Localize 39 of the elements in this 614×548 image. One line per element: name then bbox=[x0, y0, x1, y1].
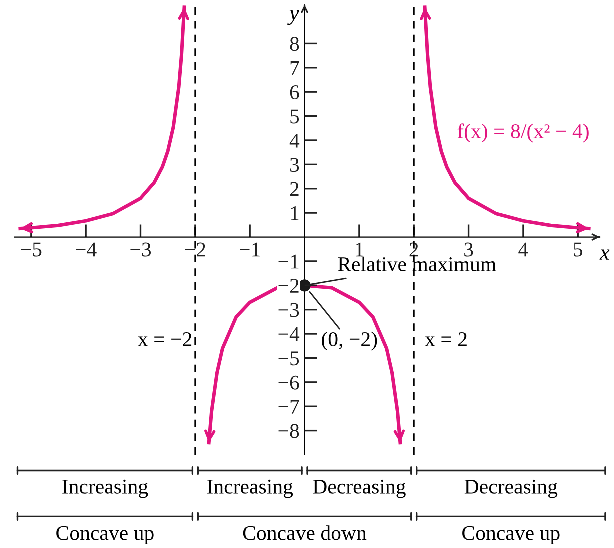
text: Concave up bbox=[56, 526, 154, 545]
y-tick-label: −3 bbox=[278, 303, 300, 318]
y-tick-label: 3 bbox=[290, 158, 300, 172]
y-tick-label: −2 bbox=[278, 279, 299, 293]
x-tick-label: −1 bbox=[240, 242, 260, 257]
y-tick-label: 8 bbox=[290, 37, 300, 52]
text: Concave down bbox=[243, 526, 367, 540]
y-tick-label: 2 bbox=[290, 182, 299, 196]
annotation: (0, −2) bbox=[322, 332, 378, 351]
x-tick-label: 4 bbox=[518, 242, 528, 257]
y-tick-label: −6 bbox=[278, 376, 300, 390]
text: Increasing bbox=[62, 480, 148, 498]
ref-line-label: x = 2 bbox=[425, 332, 467, 346]
annotation: f(x) = 8/(x² − 4) bbox=[458, 124, 589, 143]
y-tick-label: 5 bbox=[290, 110, 300, 124]
x-axis-title: x bbox=[600, 250, 610, 260]
y-tick-label: 4 bbox=[290, 134, 300, 148]
x-tick-label: −4 bbox=[76, 242, 97, 257]
y-tick-label: −8 bbox=[278, 424, 300, 438]
text: Decreasing bbox=[313, 480, 406, 498]
y-tick-label: −5 bbox=[278, 352, 300, 366]
annotation: Relative maximum bbox=[338, 256, 496, 272]
y-tick-label: 6 bbox=[290, 86, 300, 100]
x-tick-label: −2 bbox=[185, 242, 206, 257]
x-tick-label: −5 bbox=[21, 242, 42, 257]
x-tick-label: 1 bbox=[356, 242, 364, 257]
x-tick-label: −3 bbox=[130, 242, 152, 257]
text: Increasing bbox=[207, 480, 294, 498]
y-tick-label: −1 bbox=[278, 254, 299, 269]
y-tick-label: −4 bbox=[278, 328, 300, 342]
y-tick-label: −7 bbox=[278, 400, 300, 414]
y-axis-title: y bbox=[288, 10, 300, 26]
y-tick-label: 1 bbox=[291, 206, 299, 220]
x-tick-label: 3 bbox=[464, 242, 474, 257]
y-tick-label: 7 bbox=[290, 61, 300, 76]
text: Concave up bbox=[462, 526, 560, 545]
text: Decreasing bbox=[464, 480, 558, 498]
x-tick-label: 5 bbox=[574, 242, 583, 257]
ref-line-label: x = −2 bbox=[138, 332, 192, 346]
